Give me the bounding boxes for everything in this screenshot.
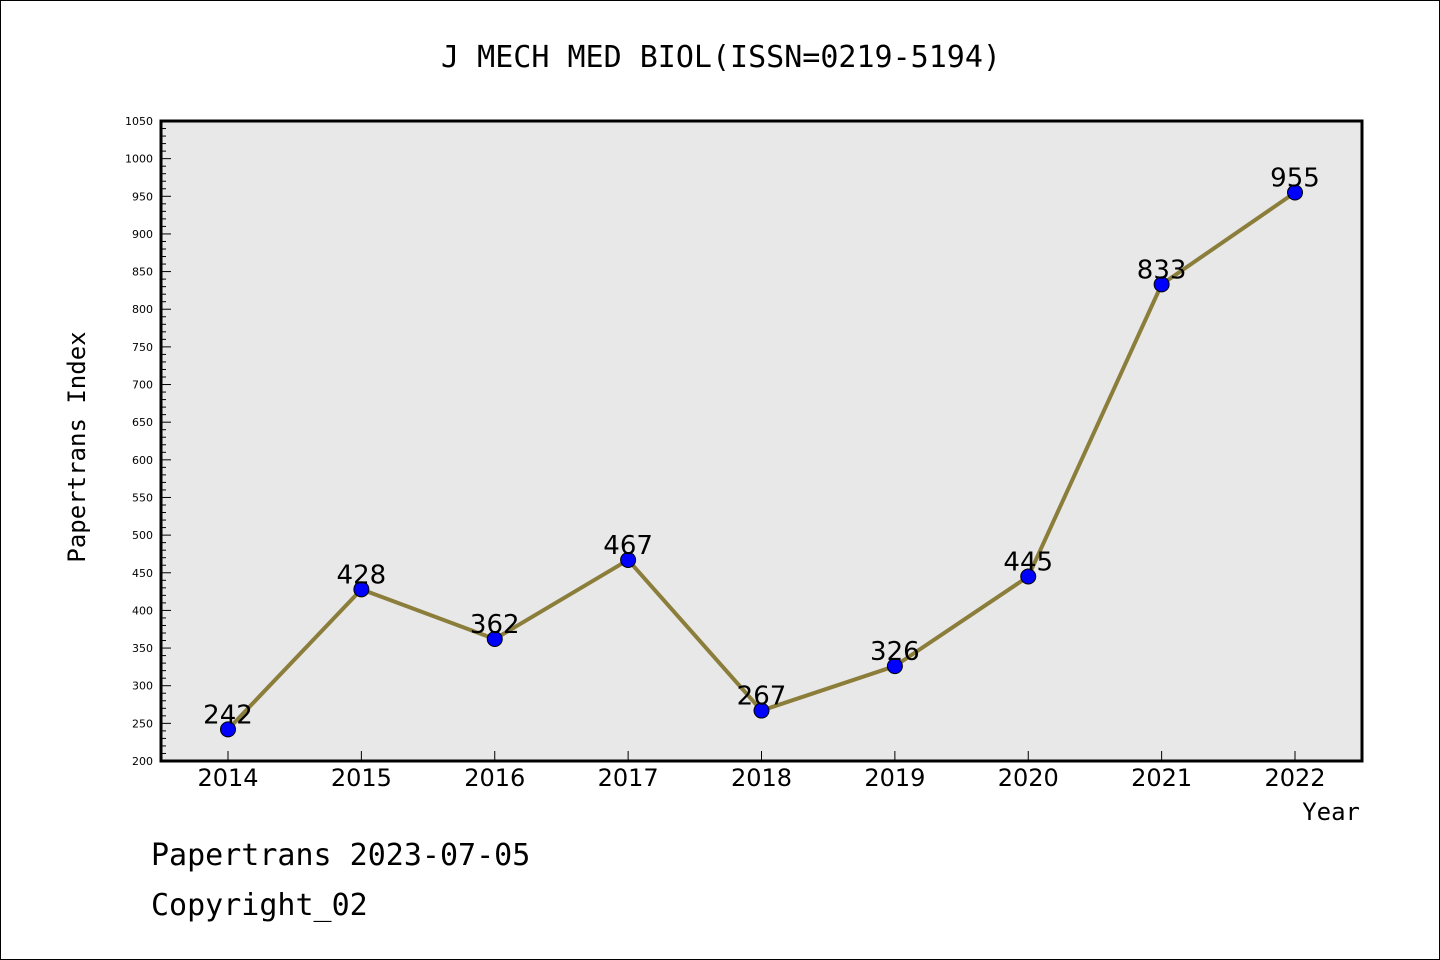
data-label: 833 [1137, 255, 1187, 285]
y-tick-label: 450 [132, 567, 153, 580]
data-label: 467 [603, 531, 653, 561]
plot-area [159, 119, 1364, 763]
y-tick-label: 750 [132, 341, 153, 354]
y-tick-label: 350 [132, 642, 153, 655]
x-tick-label: 2022 [1264, 764, 1325, 792]
y-tick-label: 550 [132, 491, 153, 504]
x-tick-label: 2017 [598, 764, 659, 792]
footer-date: Papertrans 2023-07-05 [151, 838, 530, 873]
data-point [353, 581, 370, 598]
data-point [220, 721, 236, 738]
x-tick-label: 2015 [331, 764, 392, 792]
y-tick-label: 600 [132, 454, 153, 467]
y-tick-label: 700 [132, 379, 153, 392]
data-label-layer: 242 428 362 467 267 326 445 833 955 [203, 164, 1320, 731]
y-tick-label: 200 [132, 755, 153, 768]
y-tick-label: 1000 [125, 153, 153, 166]
data-point [1287, 184, 1303, 201]
data-label: 326 [870, 637, 920, 667]
data-label: 955 [1270, 164, 1320, 194]
y-tick-label: 500 [132, 529, 153, 542]
x-tick-label: 2014 [197, 764, 258, 792]
data-label: 428 [337, 560, 387, 590]
y-axis-ticks: 200 250 300 350 400 450 500 550 600 650 700 750 800 8… [125, 115, 171, 768]
series-layer [220, 184, 1303, 738]
footer-copyright: Copyright_02 [151, 888, 368, 923]
x-tick-label: 2021 [1131, 764, 1192, 792]
x-axis-ticks: 2014 2015 2016 2017 2018 2019 2020 2021 2022 [197, 751, 1326, 792]
y-tick-label: 800 [132, 303, 153, 316]
data-label: 362 [470, 610, 520, 640]
y-tick-label: 850 [132, 266, 153, 279]
data-point [753, 702, 770, 719]
data-point [486, 631, 503, 648]
chart-title: J MECH MED BIOL(ISSN=0219-5194) [441, 40, 1001, 75]
data-point [886, 658, 903, 675]
data-label: 242 [203, 700, 253, 730]
data-label: 445 [1003, 548, 1053, 578]
data-point [1020, 568, 1037, 585]
y-tick-label: 900 [132, 228, 153, 241]
x-tick-label: 2016 [464, 764, 525, 792]
y-tick-label: 300 [132, 680, 153, 693]
y-axis-label: Papertrans Index [63, 331, 91, 562]
x-axis-label: Year [1302, 798, 1360, 826]
y-tick-label: 400 [132, 604, 153, 617]
y-tick-label: 950 [132, 190, 153, 203]
x-tick-label: 2020 [998, 764, 1059, 792]
y-tick-label: 650 [132, 416, 153, 429]
y-tick-label: 1050 [125, 115, 153, 128]
x-tick-label: 2018 [731, 764, 792, 792]
y-tick-label: 250 [132, 717, 153, 730]
x-tick-label: 2019 [864, 764, 925, 792]
data-label: 267 [737, 682, 787, 712]
data-point [1153, 276, 1170, 293]
data-point [620, 551, 637, 568]
